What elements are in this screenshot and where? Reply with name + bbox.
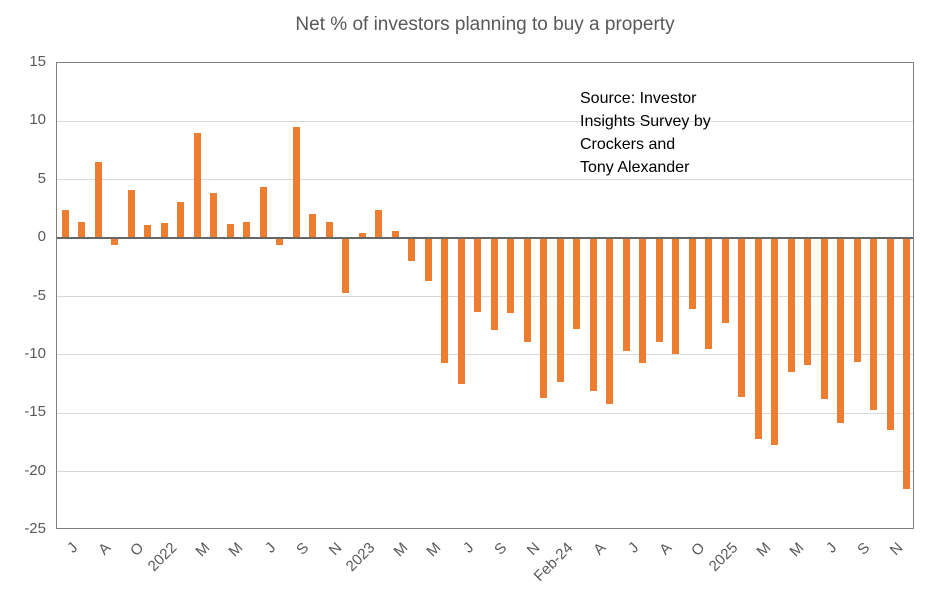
chart-title: Net % of investors planning to buy a pro…: [295, 14, 675, 35]
bar: [210, 192, 218, 239]
source-annotation: Source: Investor Insights Survey by Croc…: [580, 87, 711, 179]
zero-axis-line: [57, 237, 913, 240]
bar: [144, 225, 152, 239]
bar: [672, 238, 680, 354]
bar: [111, 238, 119, 246]
bar: [721, 238, 729, 324]
bar: [342, 238, 350, 293]
bar: [754, 238, 762, 439]
bar: [556, 238, 564, 382]
bar: [325, 221, 333, 239]
y-axis-tick-label: 5: [37, 169, 46, 187]
bar: [622, 238, 630, 352]
bar: [78, 221, 86, 239]
bar: [61, 210, 69, 239]
bar: [127, 190, 135, 239]
bar: [177, 201, 185, 239]
bar: [688, 238, 696, 310]
bar: [243, 221, 251, 239]
bar: [226, 224, 234, 239]
bar: [804, 238, 812, 366]
y-axis-tick-label: -10: [24, 344, 46, 362]
bar: [441, 238, 449, 364]
gridline: [57, 296, 913, 297]
bar: [820, 238, 828, 400]
bar: [276, 238, 284, 246]
source-annotation-line: Source: Investor: [580, 90, 697, 107]
source-annotation-line: Tony Alexander: [580, 159, 690, 176]
bar: [540, 238, 548, 399]
bar: [639, 238, 647, 364]
bar: [837, 238, 845, 423]
source-annotation-line: Insights Survey by: [580, 113, 711, 130]
bar: [573, 238, 581, 330]
bar: [408, 238, 416, 262]
y-axis-tick-label: -20: [24, 461, 46, 479]
bar: [160, 222, 168, 239]
bar: [507, 238, 515, 313]
gridline: [57, 354, 913, 356]
bar: [853, 238, 861, 362]
y-axis-tick-label: -15: [24, 403, 46, 421]
gridline: [57, 412, 913, 414]
bar: [424, 238, 432, 282]
bar: [787, 238, 795, 373]
bar: [193, 133, 201, 239]
y-axis-tick-label: 0: [37, 228, 46, 246]
plot-area: [56, 62, 914, 529]
bar: [309, 213, 317, 239]
bar: [292, 127, 300, 239]
bar: [771, 238, 779, 445]
source-annotation-line: Crockers and: [580, 136, 676, 153]
gridline: [57, 471, 913, 473]
bar: [457, 238, 465, 385]
gridline: [57, 179, 913, 181]
gridline: [57, 120, 913, 122]
y-axis-tick-label: -25: [24, 520, 46, 537]
bar: [259, 186, 267, 239]
bar: [94, 162, 102, 239]
bar: [589, 238, 597, 392]
bar: [606, 238, 614, 404]
bar: [490, 238, 498, 331]
y-axis-tick-label: 10: [29, 111, 46, 129]
bar: [391, 231, 399, 239]
bar: [655, 238, 663, 343]
bar: [474, 238, 482, 312]
y-axis-tick-label: -5: [32, 286, 46, 304]
bar: [705, 238, 713, 350]
bar: [523, 238, 531, 343]
bar: [903, 238, 911, 490]
bar: [358, 233, 366, 239]
y-axis-tick-label: 15: [29, 53, 46, 70]
bar: [886, 238, 894, 430]
bar: [870, 238, 878, 410]
bar: [738, 238, 746, 397]
bar: [375, 210, 383, 239]
